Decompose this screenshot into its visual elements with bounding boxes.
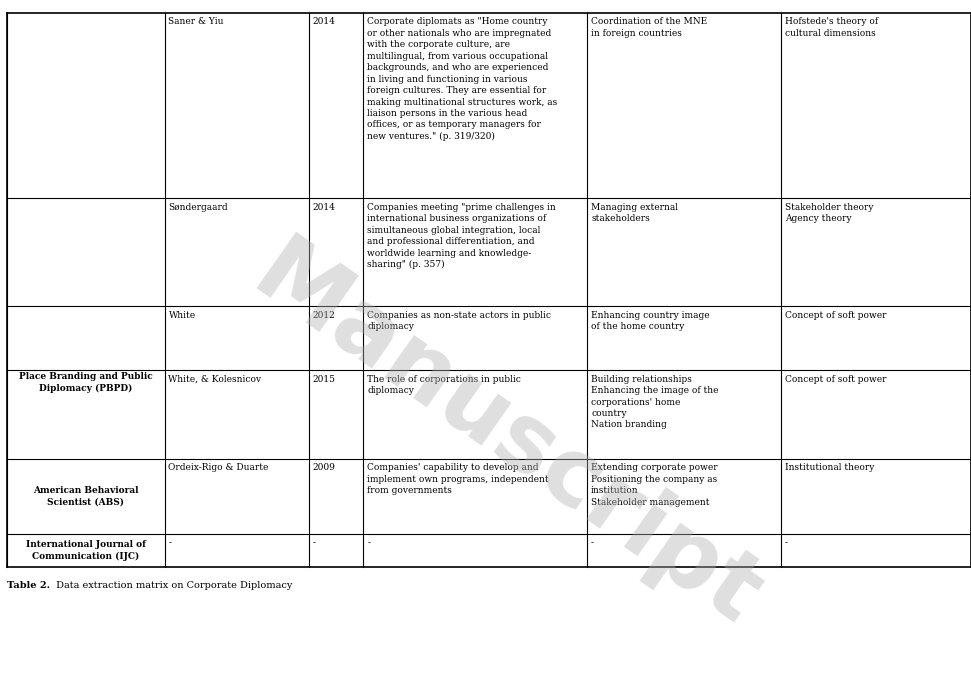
Text: International Journal of
Communication (IJC): International Journal of Communication (… [25, 540, 146, 561]
Text: Data extraction matrix on Corporate Diplomacy: Data extraction matrix on Corporate Dipl… [53, 581, 292, 590]
Text: Institutional theory: Institutional theory [785, 463, 874, 472]
Text: The role of corporations in public
diplomacy: The role of corporations in public diplo… [367, 375, 521, 395]
Text: Table 2.: Table 2. [7, 581, 50, 590]
Text: 2015: 2015 [313, 375, 336, 384]
Text: Place Branding and Public
Diplomacy (PBPD): Place Branding and Public Diplomacy (PBP… [18, 372, 152, 393]
Text: Corporate diplomats as "Home country
or other nationals who are impregnated
with: Corporate diplomats as "Home country or … [367, 17, 557, 141]
Text: Manuscript: Manuscript [235, 228, 777, 645]
Text: Concept of soft power: Concept of soft power [785, 311, 887, 320]
Text: White, & Kolesnicov: White, & Kolesnicov [169, 375, 261, 384]
Text: Building relationships
Enhancing the image of the
corporations' home
country
Nat: Building relationships Enhancing the ima… [591, 375, 719, 430]
Text: Stakeholder theory
Agency theory: Stakeholder theory Agency theory [785, 203, 873, 223]
Text: -: - [785, 538, 787, 547]
Text: 2009: 2009 [313, 463, 336, 472]
Text: -: - [313, 538, 316, 547]
Text: Managing external
stakeholders: Managing external stakeholders [591, 203, 678, 223]
Text: American Behavioral
Scientist (ABS): American Behavioral Scientist (ABS) [33, 486, 139, 507]
Text: Enhancing country image
of the home country: Enhancing country image of the home coun… [591, 311, 710, 331]
Text: Søndergaard: Søndergaard [169, 203, 228, 212]
Text: White: White [169, 311, 195, 320]
Text: Ordeix-Rigo & Duarte: Ordeix-Rigo & Duarte [169, 463, 269, 472]
Text: Companies as non-state actors in public
diplomacy: Companies as non-state actors in public … [367, 311, 552, 331]
Text: -: - [169, 538, 172, 547]
Text: Concept of soft power: Concept of soft power [785, 375, 887, 384]
Text: Saner & Yiu: Saner & Yiu [169, 17, 224, 27]
Text: Companies meeting "prime challenges in
international business organizations of
s: Companies meeting "prime challenges in i… [367, 203, 556, 269]
Text: 2014: 2014 [313, 17, 336, 27]
Text: 2012: 2012 [313, 311, 336, 320]
Text: -: - [591, 538, 594, 547]
Text: -: - [367, 538, 370, 547]
Text: Hofstede's theory of
cultural dimensions: Hofstede's theory of cultural dimensions [785, 17, 878, 38]
Text: Extending corporate power
Positioning the company as
institution
Stakeholder man: Extending corporate power Positioning th… [591, 463, 718, 507]
Text: Companies' capability to develop and
implement own programs, independent
from go: Companies' capability to develop and imp… [367, 463, 549, 495]
Text: Coordination of the MNE
in foreign countries: Coordination of the MNE in foreign count… [591, 17, 707, 38]
Text: 2014: 2014 [313, 203, 336, 212]
